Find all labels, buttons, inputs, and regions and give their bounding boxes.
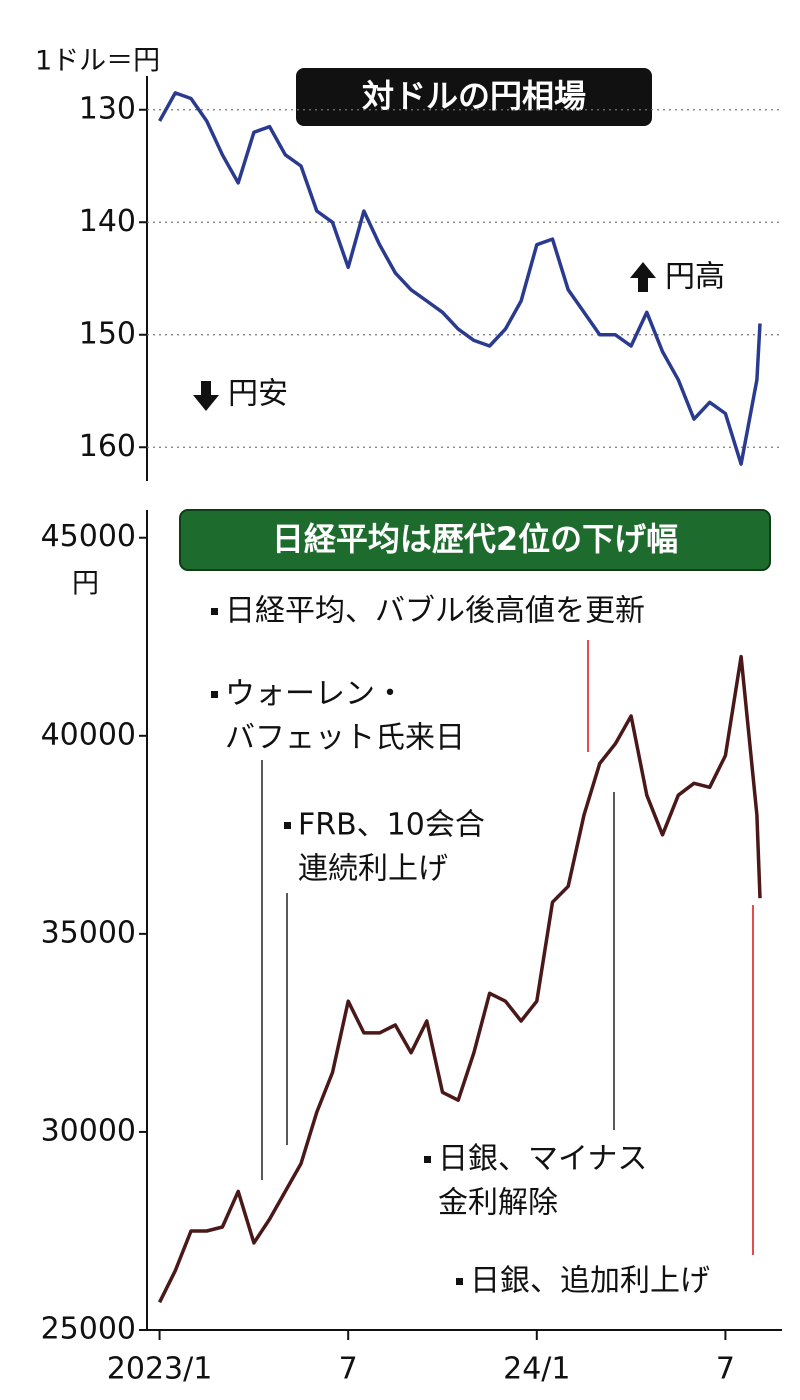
y-tick-label: 130 [79,91,136,126]
y-tick-label: 45000 [41,519,136,554]
chart-title: 対ドルの円相場 [362,77,586,115]
data-line [158,91,762,466]
bullet [211,608,218,615]
data-line [158,654,762,1304]
annotation: 金利解除 [438,1186,558,1221]
y-tick-label: 150 [79,316,136,351]
x-tick-label: 2023/1 [107,1352,213,1387]
x-tick-label: 7 [716,1352,735,1387]
y-axis-label: 1ドル＝円 [35,46,160,77]
title-box [179,509,771,571]
annotation: バフェット氏来日 [225,721,465,756]
annotation: 日銀、マイナス [438,1142,647,1177]
x-tick-label: 24/1 [503,1352,570,1387]
bullet [211,691,218,698]
y-tick-label: 140 [79,204,136,239]
annotation: 円安 [228,377,288,412]
annotation: ウォーレン・ [225,677,405,712]
arrow-icon [630,262,656,292]
annotation: 日銀、追加利上げ [470,1264,710,1299]
x-tick-label: 7 [339,1352,358,1387]
title-box [296,68,652,126]
y-tick-label: 25000 [41,1312,136,1347]
y-tick-label: 160 [79,429,136,464]
y-tick-label: 30000 [41,1113,136,1148]
y-tick-label: 35000 [41,915,136,950]
annotation: 日経平均、バブル後高値を更新 [225,594,645,629]
bullet [456,1278,463,1285]
annotation: 円高 [665,260,725,295]
annotation: 連続利上げ [298,852,448,887]
annotation: FRB、10会合 [298,808,485,843]
bullet [424,1156,431,1163]
arrow-icon [193,381,219,411]
y-tick-label: 40000 [41,717,136,752]
y-axis-label: 円 [72,569,99,600]
chart-title: 日経平均は歴代2位の下げ幅 [272,520,678,558]
bullet [284,822,291,829]
